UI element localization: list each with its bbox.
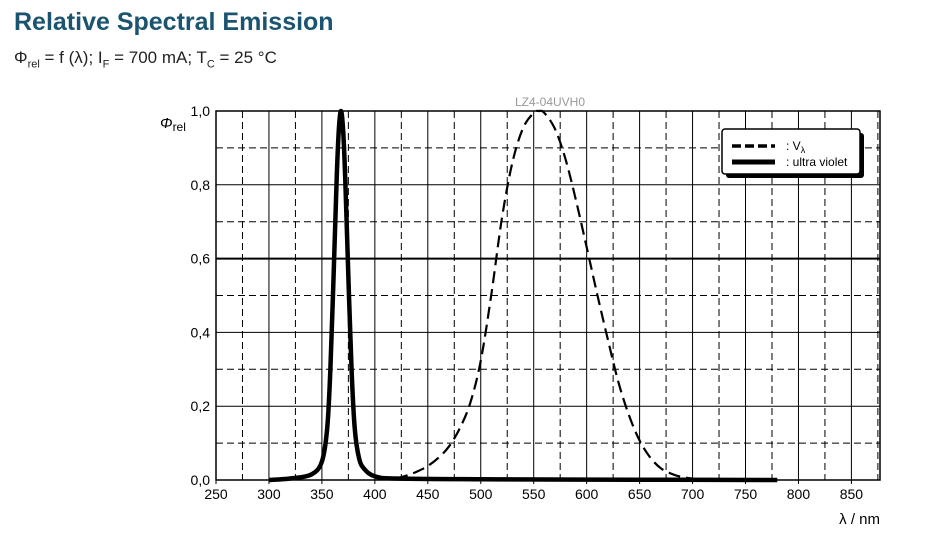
phi-subscript: rel bbox=[27, 58, 40, 71]
subtitle-text: = 25 °C bbox=[214, 48, 277, 67]
series-v-lambda-line bbox=[395, 109, 693, 480]
subtitle: Φrel = f (λ); IF = 700 mA; TC = 25 °C bbox=[14, 48, 277, 70]
y-tick-label: 1,0 bbox=[191, 103, 211, 119]
chart-annotation: LZ4-04UVH0 bbox=[515, 95, 585, 109]
y-axis-label: Φrel bbox=[160, 115, 186, 134]
x-tick-label: 850 bbox=[840, 486, 864, 502]
y-tick-label: 0,4 bbox=[191, 324, 211, 340]
phi-symbol: Φ bbox=[14, 48, 28, 67]
x-tick-label: 700 bbox=[681, 486, 705, 502]
x-tick-label: 750 bbox=[734, 486, 758, 502]
x-tick-label: 500 bbox=[469, 486, 493, 502]
x-tick-label: 800 bbox=[787, 486, 811, 502]
x-tick-label: 650 bbox=[628, 486, 652, 502]
y-tick-label: 0,6 bbox=[191, 251, 211, 267]
y-tick-label: 0,8 bbox=[191, 177, 211, 193]
subtitle-text: = 700 mA; T bbox=[109, 48, 207, 67]
tick-labels: 250 300 350 400 450 500 550 600 650 700 750 800 850 0… bbox=[191, 103, 864, 502]
page-title: Relative Spectral Emission bbox=[14, 8, 334, 36]
subtitle-text: = f (λ); I bbox=[39, 48, 103, 67]
x-tick-label: 400 bbox=[363, 486, 387, 502]
x-tick-label: 550 bbox=[522, 486, 546, 502]
x-axis-label: λ / nm bbox=[839, 511, 880, 528]
x-tick-label: 350 bbox=[310, 486, 334, 502]
legend-label-ultra-violet: : ultra violet bbox=[786, 155, 848, 169]
if-subscript: F bbox=[102, 58, 110, 71]
y-tick-label: 0,0 bbox=[191, 472, 211, 488]
x-tick-label: 600 bbox=[575, 486, 599, 502]
x-tick-label: 300 bbox=[257, 486, 281, 502]
y-tick-label: 0,2 bbox=[191, 398, 211, 414]
legend: : Vλ : ultra violet bbox=[721, 128, 864, 178]
tc-subscript: C bbox=[206, 58, 215, 71]
plot-frame bbox=[215, 110, 881, 481]
series-ultra-violet-line bbox=[268, 108, 778, 483]
x-tick-label: 450 bbox=[416, 486, 440, 502]
x-tick-label: 250 bbox=[204, 486, 228, 502]
